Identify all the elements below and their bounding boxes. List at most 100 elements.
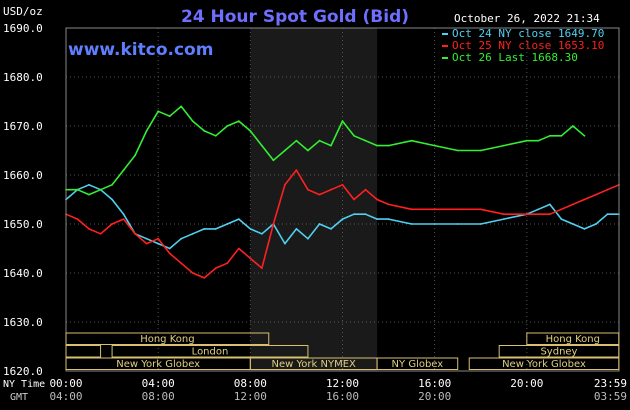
data-point xyxy=(249,228,252,230)
data-point xyxy=(560,208,563,211)
data-point xyxy=(237,247,240,250)
data-point xyxy=(387,144,390,147)
x-tick-gmt: 04:00 xyxy=(49,390,82,403)
data-point xyxy=(134,154,137,157)
data-point xyxy=(145,237,148,240)
data-point xyxy=(226,223,229,225)
session-box xyxy=(526,332,620,345)
data-point xyxy=(191,120,194,122)
data-point xyxy=(214,267,217,269)
data-point xyxy=(307,149,309,152)
data-point xyxy=(272,223,275,225)
session-label: Hong Kong xyxy=(140,334,194,345)
data-point xyxy=(191,272,194,274)
data-point xyxy=(353,198,355,201)
data-point xyxy=(295,139,298,142)
data-point xyxy=(537,213,540,216)
data-point xyxy=(88,193,90,196)
kitco-watermark: www.kitco.com xyxy=(68,40,213,60)
data-point xyxy=(168,247,171,250)
data-point xyxy=(168,252,171,255)
data-point xyxy=(283,149,286,152)
legend-swatch xyxy=(442,57,448,59)
x-tick-ny: 08:00 xyxy=(234,377,267,390)
data-point xyxy=(249,257,252,260)
data-point xyxy=(595,223,597,225)
data-point xyxy=(502,213,505,216)
data-point xyxy=(191,232,194,235)
data-point xyxy=(479,208,482,211)
data-point xyxy=(433,144,436,147)
data-point xyxy=(76,218,79,221)
data-point xyxy=(387,218,390,221)
data-point xyxy=(272,159,275,162)
session-label: NY Globex xyxy=(392,359,444,370)
session-label: New York Globex xyxy=(116,359,200,370)
data-point xyxy=(479,149,482,152)
data-point xyxy=(145,130,148,132)
data-point xyxy=(330,144,332,147)
data-point xyxy=(525,139,528,142)
data-point xyxy=(572,223,574,225)
x-tick-gmt: 12:00 xyxy=(234,390,267,403)
data-point xyxy=(226,125,229,127)
nymex-session-shade xyxy=(250,28,378,371)
legend-swatch xyxy=(442,33,448,35)
y-tick-label: 1640.0 xyxy=(3,267,43,280)
data-point xyxy=(122,218,125,221)
legend-entry: Oct 24 NY close 1649.70 xyxy=(452,27,604,40)
data-point xyxy=(537,208,540,211)
x-tick-ny: 16:00 xyxy=(418,377,451,390)
data-point xyxy=(237,218,240,221)
data-point xyxy=(134,232,137,235)
data-point xyxy=(330,188,332,191)
plot-border xyxy=(65,27,620,372)
data-point xyxy=(479,223,482,225)
data-point xyxy=(502,218,505,221)
legend-entry: Oct 26 Last 1668.30 xyxy=(452,51,578,64)
gmt-label: GMT xyxy=(10,392,28,403)
data-point xyxy=(525,213,528,216)
data-point xyxy=(88,183,90,186)
data-point xyxy=(76,188,79,191)
data-point xyxy=(410,223,413,225)
data-point xyxy=(260,267,263,269)
data-point xyxy=(111,198,113,201)
data-point xyxy=(307,237,309,240)
data-point xyxy=(537,139,540,142)
data-point xyxy=(606,213,609,216)
session-box xyxy=(498,345,620,358)
y-tick-label: 1630.0 xyxy=(3,316,43,329)
series-line-3 xyxy=(66,105,585,196)
data-point xyxy=(376,198,378,201)
data-point xyxy=(157,237,160,240)
data-point xyxy=(548,203,551,206)
session-label: London xyxy=(192,347,229,358)
data-point xyxy=(330,228,332,230)
data-point xyxy=(157,110,160,113)
data-point xyxy=(456,149,459,152)
data-point xyxy=(364,213,367,216)
data-point xyxy=(111,183,113,186)
data-point xyxy=(353,134,355,137)
session-label: Sydney xyxy=(540,347,577,358)
session-label: New York Globex xyxy=(502,359,586,370)
data-point xyxy=(341,183,344,186)
x-tick-gmt: 16:00 xyxy=(326,390,359,403)
data-point xyxy=(595,193,597,196)
data-point xyxy=(295,228,298,230)
data-point xyxy=(583,134,586,137)
data-point xyxy=(260,144,263,147)
data-point xyxy=(168,115,171,118)
data-point xyxy=(203,130,206,132)
data-point xyxy=(237,120,240,122)
data-point xyxy=(318,223,321,225)
x-tick-ny: 12:00 xyxy=(326,377,359,390)
x-tick-ny: 23:59 xyxy=(594,377,627,390)
data-point xyxy=(410,139,413,142)
data-point xyxy=(283,242,286,245)
data-point xyxy=(583,228,586,230)
data-point xyxy=(307,188,309,191)
data-point xyxy=(410,208,413,211)
session-label: Hong Kong xyxy=(546,334,600,345)
